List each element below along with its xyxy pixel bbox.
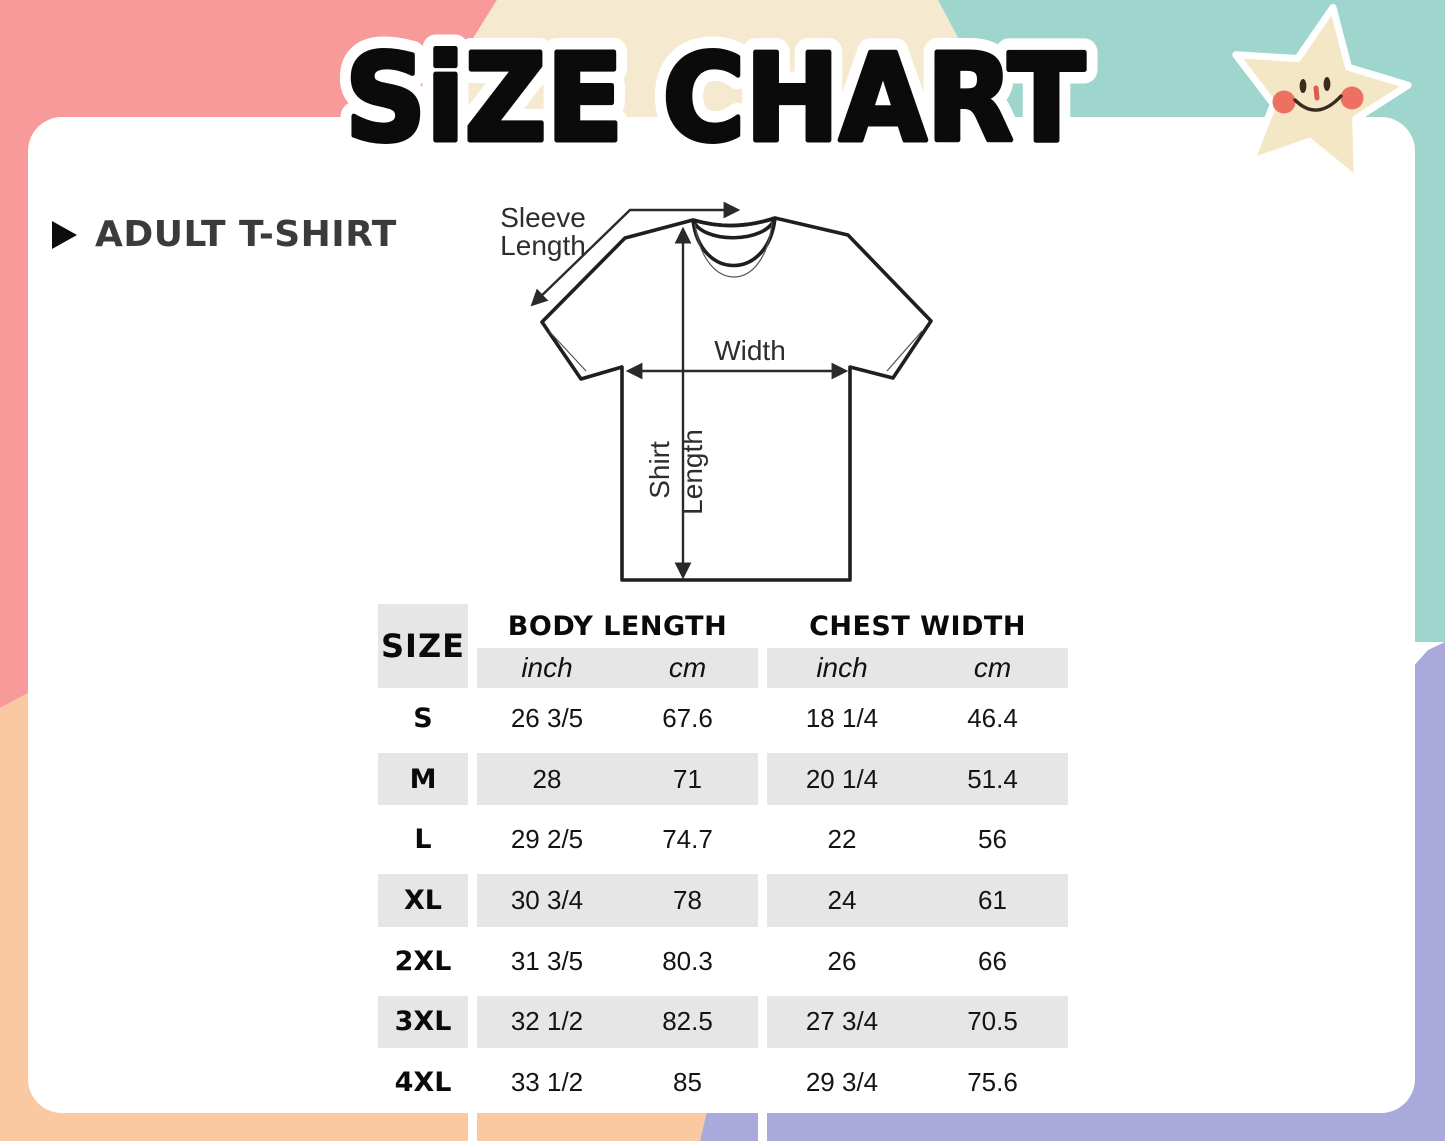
- value-cell: 33 1/2: [510, 1067, 584, 1098]
- value-cell: 80.3: [662, 945, 713, 976]
- value-cell: 78: [617, 870, 758, 931]
- table-header-body-length: BODY LENGTH: [507, 610, 728, 642]
- value-cell: 74.7: [662, 824, 713, 855]
- star-nose: [1313, 85, 1320, 101]
- value-cell: 61: [917, 870, 1068, 931]
- size-cell-2XL: 2XL: [394, 945, 452, 977]
- table-divider-extension: [758, 1106, 767, 1141]
- sleeve-length-arrow: [530, 201, 741, 307]
- table-divider-extension: [468, 1106, 477, 1141]
- size-cell-S: S: [413, 702, 433, 734]
- value-cell: 26: [827, 945, 857, 976]
- title-banner: SiZE CHART SiZE CHART: [331, 16, 1099, 183]
- value-cell: 66: [978, 945, 1007, 976]
- value-cell: 22: [827, 824, 857, 855]
- size-cell-XL: XL: [378, 870, 468, 931]
- value-cell: 75.6: [967, 1067, 1018, 1098]
- value-cell: 51.4: [917, 749, 1068, 810]
- value-cell: 85: [673, 1067, 702, 1098]
- size-table: SIZE BODY LENGTH CHEST WIDTH inch cm inc…: [378, 604, 1068, 1113]
- star-eye-left: [1299, 79, 1307, 93]
- star-cheek-left: [1272, 90, 1296, 114]
- star-shape: [1232, 3, 1412, 185]
- value-cell: 18 1/4: [805, 702, 879, 733]
- shirt-length-label-line1: Shirt: [644, 441, 675, 499]
- unit-header-chest-inch: inch: [767, 648, 917, 688]
- star-smile: [1293, 94, 1343, 112]
- width-label: Width: [714, 335, 786, 366]
- star-cheek-right: [1340, 86, 1364, 110]
- section-label: ADULT T-SHIRT: [95, 214, 397, 255]
- unit-header-body-inch: inch: [477, 648, 617, 688]
- value-cell: 29 3/4: [805, 1067, 879, 1098]
- unit-header-chest-cm: cm: [917, 648, 1068, 688]
- value-cell: 32 1/2: [477, 992, 617, 1053]
- value-cell: 24: [767, 870, 917, 931]
- value-cell: 29 2/5: [510, 824, 584, 855]
- tshirt-cuff-seam-left: [548, 330, 587, 372]
- tshirt-outline: [540, 216, 933, 582]
- value-cell: 46.4: [967, 702, 1018, 733]
- size-cell-M: M: [378, 749, 468, 810]
- shirt-length-label-line2: Length: [677, 429, 708, 515]
- page-title-halo: SiZE CHART: [345, 30, 1085, 169]
- value-cell: 30 3/4: [477, 870, 617, 931]
- value-cell: 70.5: [917, 992, 1068, 1053]
- value-cell: 27 3/4: [767, 992, 917, 1053]
- value-cell: 20 1/4: [767, 749, 917, 810]
- table-header-size: SIZE: [378, 604, 468, 688]
- value-cell: 28: [477, 749, 617, 810]
- unit-header-body-cm: cm: [617, 648, 758, 688]
- value-cell: 82.5: [617, 992, 758, 1053]
- smiling-star-icon: [1232, 3, 1412, 185]
- page-title: SiZE CHART: [345, 30, 1085, 169]
- sleeve-length-label-line2: Length: [500, 230, 586, 261]
- sleeve-length-label-line1: Sleeve: [500, 202, 586, 233]
- tshirt-measurement-diagram: Sleeve Length Width Shirt Length: [500, 201, 933, 582]
- value-cell: 71: [617, 749, 758, 810]
- table-header-chest-width: CHEST WIDTH: [809, 610, 1026, 642]
- value-cell: 31 3/5: [510, 945, 584, 976]
- size-cell-L: L: [414, 824, 432, 856]
- size-cell-3XL: 3XL: [378, 992, 468, 1053]
- value-cell: 26 3/5: [510, 702, 584, 733]
- value-cell: 67.6: [662, 702, 713, 733]
- size-cell-4XL: 4XL: [394, 1067, 452, 1099]
- star-eye-right: [1323, 77, 1331, 91]
- tshirt-cuff-seam-right: [886, 330, 923, 372]
- value-cell: 56: [978, 824, 1007, 855]
- section-heading: ADULT T-SHIRT: [52, 214, 397, 255]
- right-triangle-icon: [52, 220, 77, 249]
